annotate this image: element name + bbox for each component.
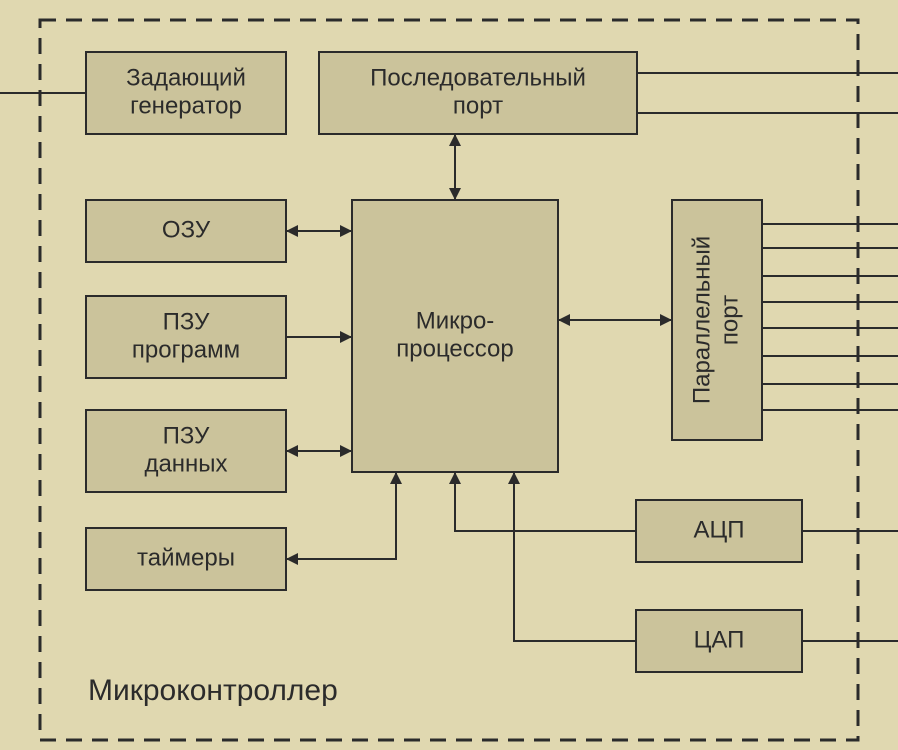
- node-adc-label-0: АЦП: [693, 516, 744, 543]
- node-par-label-0: Параллельный: [688, 236, 715, 404]
- node-par: Параллельныйпорт: [672, 200, 762, 440]
- node-timers: таймеры: [86, 528, 286, 590]
- node-timers-label-0: таймеры: [137, 544, 235, 571]
- node-dac-label-0: ЦАП: [694, 626, 745, 653]
- node-gen-label-1: генератор: [130, 92, 242, 119]
- node-romprog: ПЗУпрограмм: [86, 296, 286, 378]
- node-cpu-label-1: процессор: [396, 335, 513, 362]
- node-romdata: ПЗУданных: [86, 410, 286, 492]
- node-romdata-label-1: данных: [144, 450, 227, 477]
- node-cpu: Микро-процессор: [352, 200, 558, 472]
- node-romprog-label-1: программ: [132, 336, 240, 363]
- node-serial-label-1: порт: [453, 92, 503, 119]
- node-romprog-label-0: ПЗУ: [163, 308, 210, 335]
- node-serial: Последовательныйпорт: [319, 52, 637, 134]
- node-romdata-label-0: ПЗУ: [163, 422, 210, 449]
- diagram-canvas: ЗадающийгенераторПоследовательныйпортОЗУ…: [0, 0, 898, 750]
- node-gen-label-0: Задающий: [126, 64, 246, 91]
- node-ram-label-0: ОЗУ: [162, 216, 211, 243]
- node-cpu-label-0: Микро-: [416, 307, 495, 334]
- node-adc: АЦП: [636, 500, 802, 562]
- node-gen: Задающийгенератор: [86, 52, 286, 134]
- node-serial-label-0: Последовательный: [370, 64, 586, 91]
- diagram-title: Микроконтроллер: [88, 674, 338, 707]
- node-par-label-1: порт: [716, 295, 743, 345]
- node-ram: ОЗУ: [86, 200, 286, 262]
- node-dac: ЦАП: [636, 610, 802, 672]
